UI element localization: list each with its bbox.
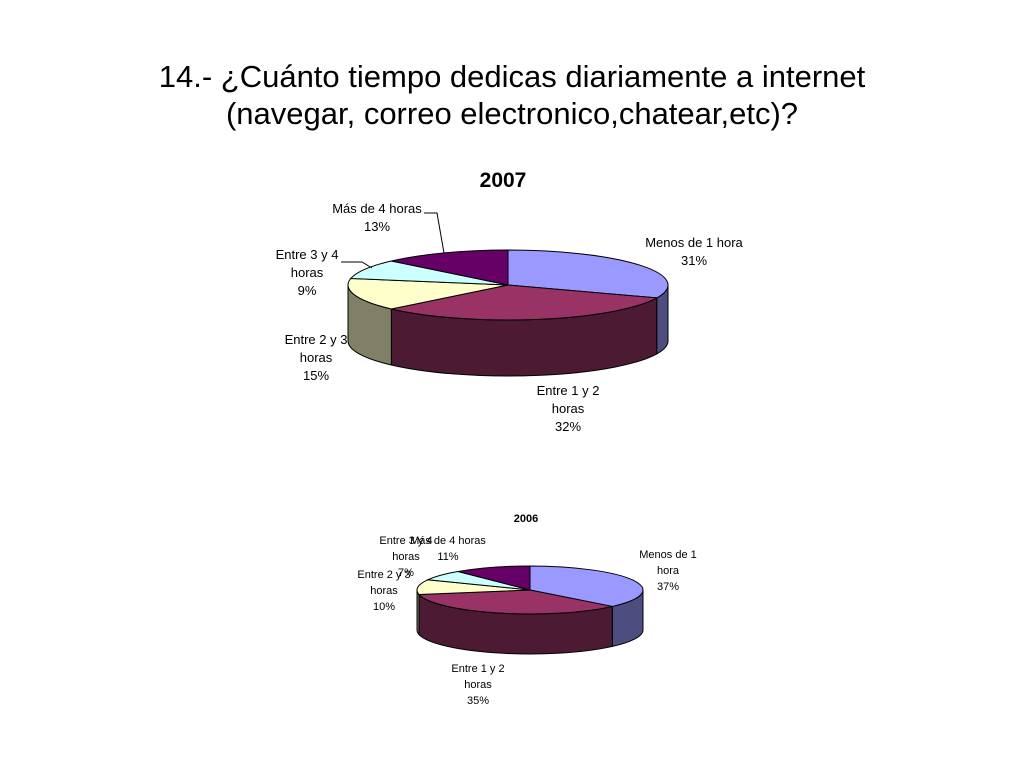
data-label-text: horas: [552, 401, 585, 416]
data-label-text: hora: [657, 565, 680, 577]
data-label-text: Entre 2 y 3: [357, 569, 410, 581]
data-label-text: Más de 4 horas: [332, 201, 422, 216]
data-label-text: Más de 4 horas: [410, 535, 486, 547]
data-label-percent: 32%: [555, 419, 581, 434]
data-label-entre-1-y-2-horas: Entre 1 y 2 horas 32%: [537, 383, 600, 434]
data-label-entre-2-y-3-horas: Entre 2 y 3 horas 15%: [285, 332, 348, 383]
chart-title: 2007: [480, 169, 527, 192]
data-label-entre-2-y-3-horas: Entre 2 y 3 horas 10%: [357, 569, 410, 613]
data-label-text: horas: [464, 679, 492, 691]
data-label-text: Entre 2 y 3: [285, 332, 348, 347]
data-label-percent: 10%: [373, 601, 395, 613]
data-label-menos-de-1-hora: Menos de 1 hora 37%: [639, 549, 696, 593]
pie-slice-mas-de-4-horas: [457, 565, 531, 591]
data-label-entre-3-y-4-horas: Entre 3 y 4 horas 7%: [379, 535, 432, 579]
data-label-menos-de-1-hora: Menos de 1 hora 31%: [645, 235, 743, 268]
data-label-percent: 15%: [303, 368, 329, 383]
pie-slice-menos-de-1-hora: [529, 565, 644, 607]
data-label-text: Entre 1 y 2: [537, 383, 600, 398]
data-label-percent: 31%: [681, 253, 707, 268]
data-label-entre-1-y-2-horas: Entre 1 y 2 horas 35%: [451, 663, 504, 707]
data-label-percent: 7%: [398, 567, 414, 579]
data-label-entre-3-y-4-horas: Entre 3 y 4 horas 9%: [276, 247, 339, 298]
data-label-text: horas: [300, 350, 333, 365]
data-label-text: Menos de 1: [639, 549, 696, 561]
slide-title-line-2: (navegar, correo electronico,chatear,etc…: [225, 96, 799, 131]
data-label-text: horas: [370, 585, 398, 597]
pie-chart-2007: 2007 Menos de 1 hora 31% Entre 1 y 2 horas 32…: [276, 169, 744, 434]
slide-title: 14.- ¿Cuánto tiempo dedicas diariamente …: [0, 58, 1024, 132]
leader-line-mas-de-4-horas: [424, 212, 445, 254]
data-label-text: horas: [392, 551, 420, 563]
data-label-mas-de-4-horas: Más de 4 horas 13%: [332, 201, 422, 234]
pie-slice-entre-1-y-2-horas: [391, 284, 659, 321]
pie-slice-entre-2-y-3-horas: [347, 277, 509, 310]
chart-title: 2006: [514, 513, 538, 525]
data-label-mas-de-4-horas: Más de 4 horas 11%: [410, 535, 486, 563]
data-label-percent: 11%: [437, 551, 458, 563]
pie-slice-entre-3-y-4-horas: [349, 260, 509, 286]
data-label-text: Entre 1 y 2: [451, 663, 504, 675]
data-label-text: Entre 3 y 4: [379, 535, 432, 547]
pie-side-entre-2-y-3-horas: [416, 589, 420, 636]
data-label-text: horas: [291, 265, 324, 280]
leader-line-entre-3-y-4-horas: [341, 261, 373, 269]
data-label-text: Entre 3 y 4: [276, 247, 339, 262]
pie-chart-2006: 2006 Menos de 1 hora 37% Entre 1 y 2 horas 35%…: [357, 513, 696, 707]
slide-title-line-1: 14.- ¿Cuánto tiempo dedicas diariamente …: [158, 59, 866, 94]
data-label-percent: 9%: [298, 283, 317, 298]
pie-slice-menos-de-1-hora: [507, 249, 669, 299]
data-label-text: Menos de 1 hora: [645, 235, 743, 250]
pie-slice-entre-1-y-2-horas: [417, 589, 613, 615]
data-label-percent: 37%: [657, 581, 679, 593]
data-label-percent: 35%: [467, 695, 489, 707]
data-label-percent: 13%: [364, 219, 390, 234]
